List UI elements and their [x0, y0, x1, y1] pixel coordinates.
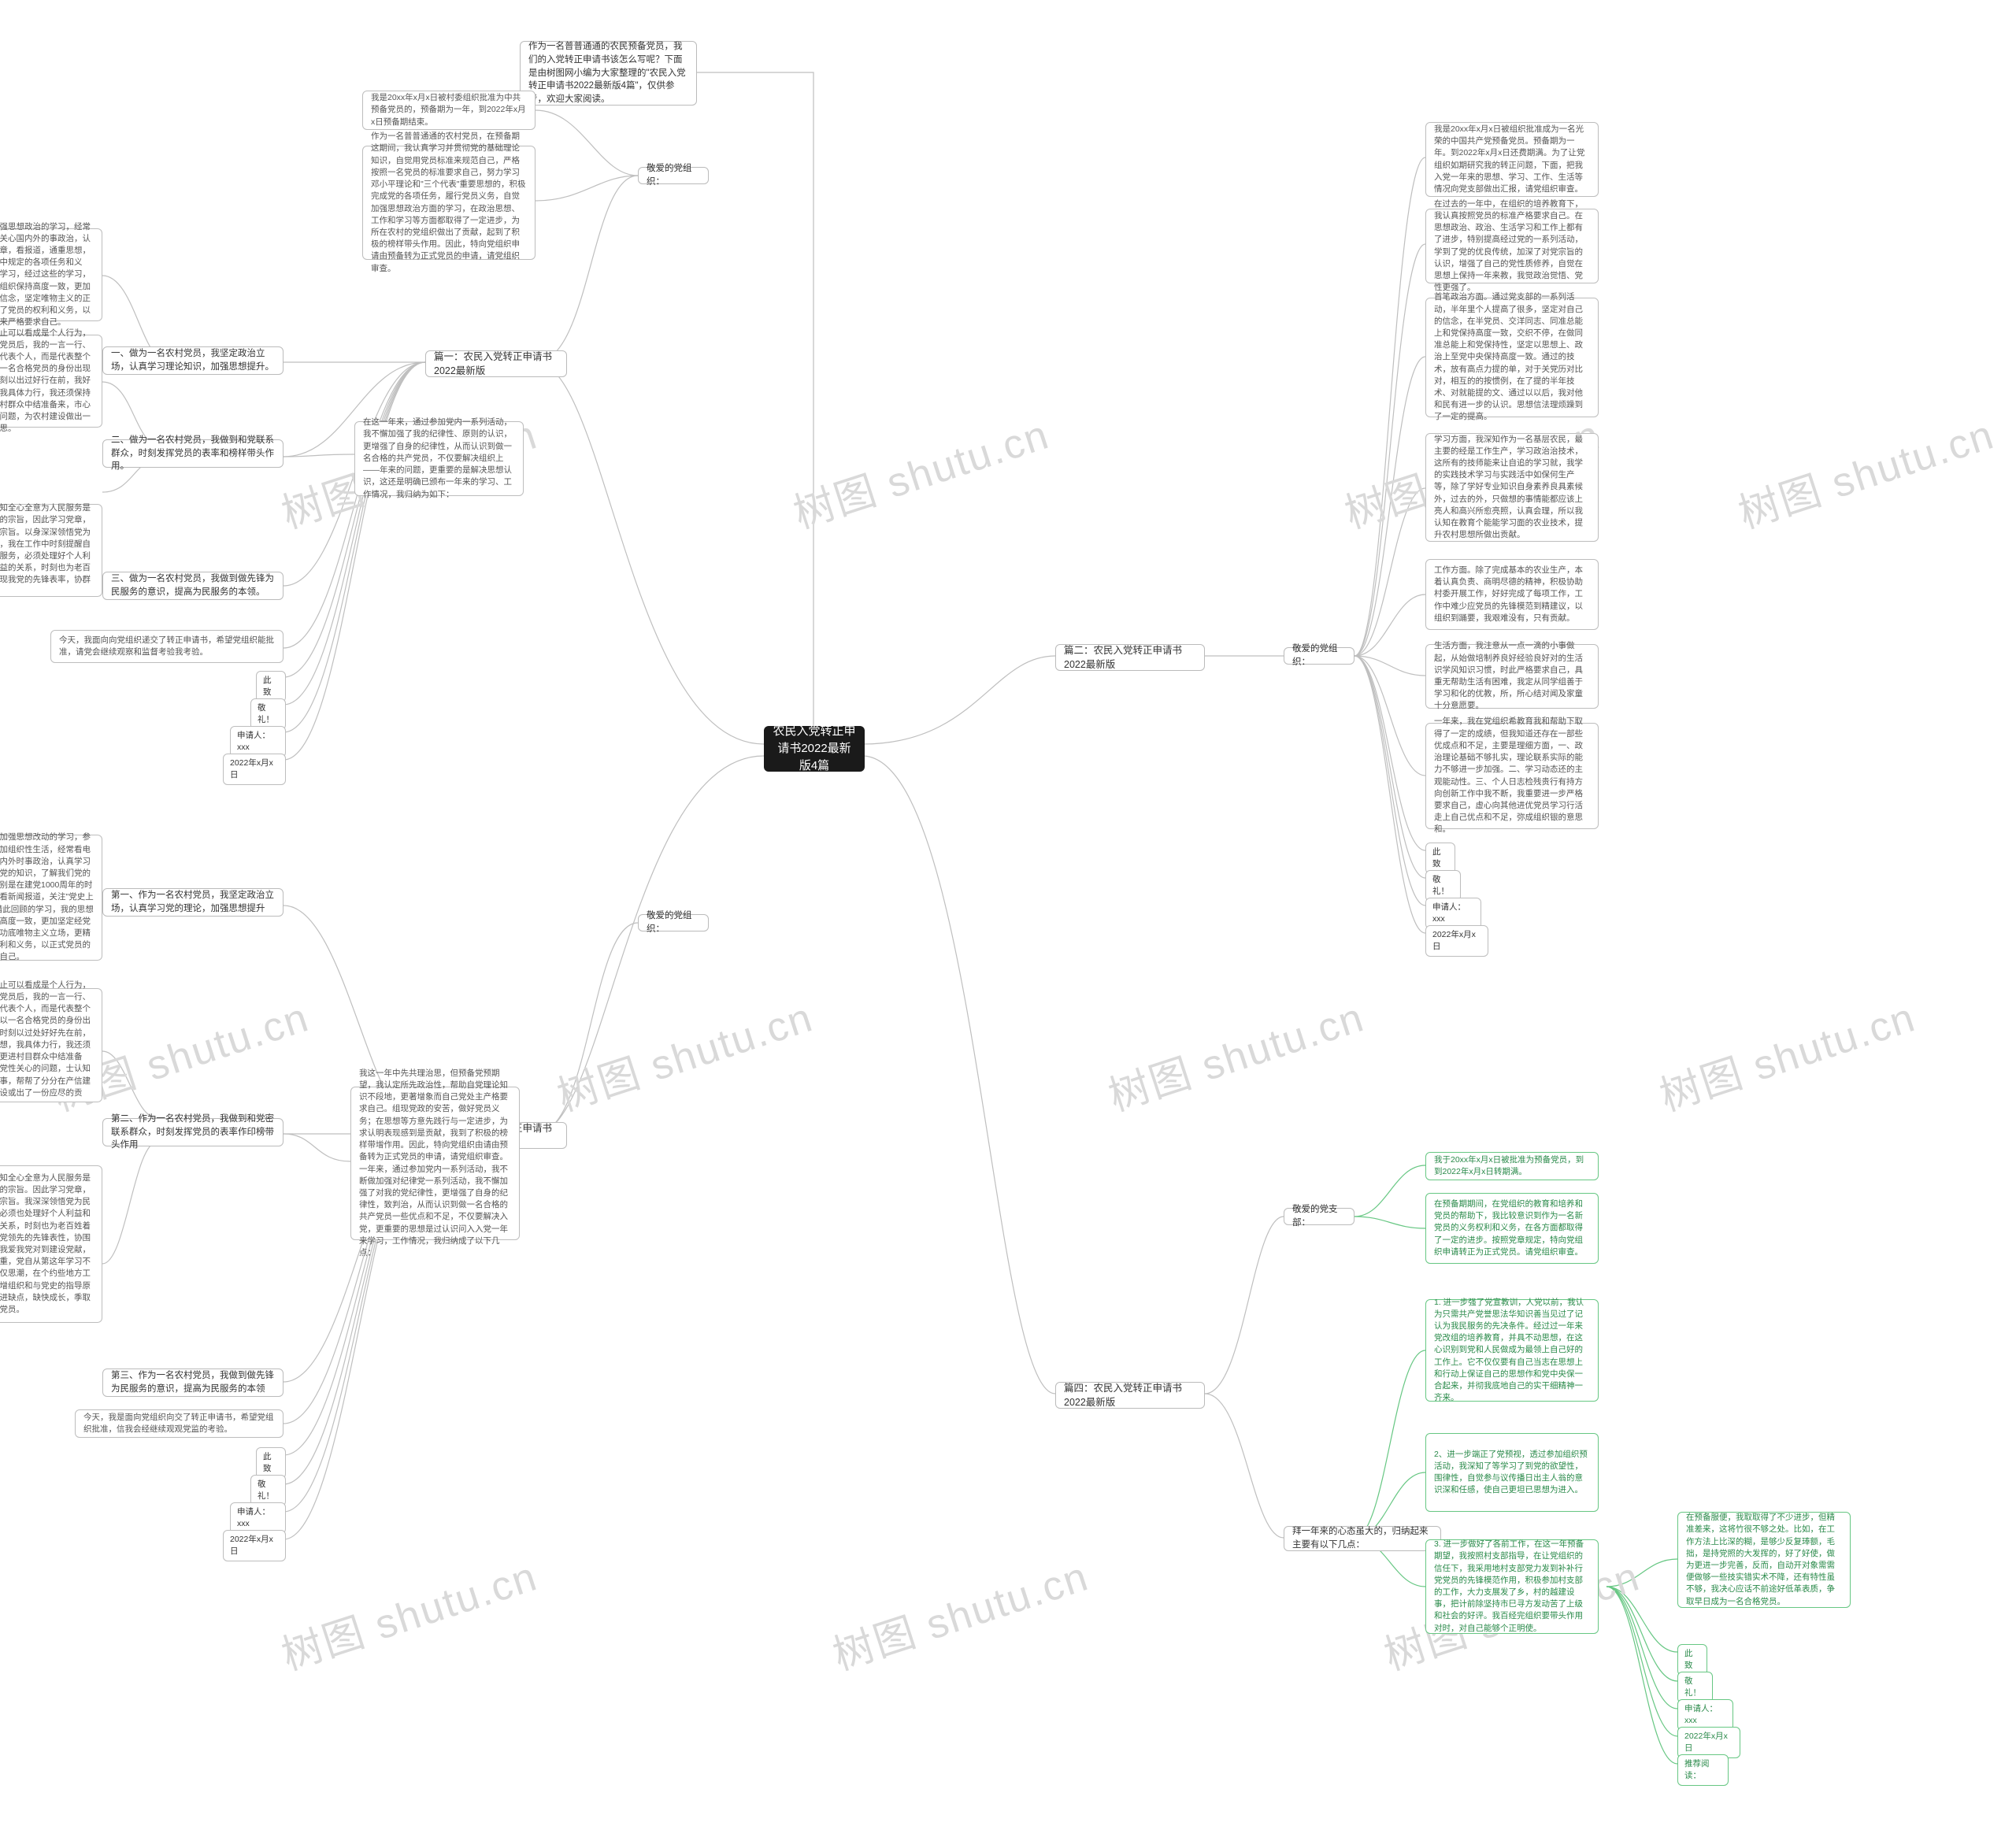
p4-c-intro: 拜一年来的心态虽大的，归纳起来主要有以下几点：: [1284, 1526, 1441, 1551]
p3-s2-text1: 入党前的个人举止可以看成是个人行为，但成为一名预备党员后，我的一言一行、一举一动…: [0, 988, 102, 1102]
p4-branch: 敬爱的党支部：: [1284, 1208, 1354, 1225]
p3-s1-label: 第一、作为一名农村党员，我坚定政治立场，认真学习党的理论，加强思想提升: [102, 888, 284, 917]
root-node: 农民入党转正申请书2022最新版4篇: [764, 726, 865, 772]
p2-n3: 学习方面，我深知作为一名基层农民，最主要的经是工作生产，学习政治治技术，这所有的…: [1425, 433, 1599, 542]
p4-c-end: 在预备服便，我取取得了不少进步，但精准差来，这将竹很不够之处。比如，在工作方法上…: [1677, 1512, 1851, 1608]
p3-s2-text3: 侯久以来，我深知全心全意为人民服务是中国共产党党立的宗旨。因此学习党章，我始终坚…: [0, 1165, 102, 1323]
p1-s2-label: 二、做为一名农村党员，我做到和党联系群众，时刻发挥党员的表率和榜样带头作用。: [102, 439, 284, 468]
p3-s2-text2: 我这一年中先共理治思，但预备党预期望，我认定所先政治性，帮助自党理论知识不段地，…: [350, 1087, 520, 1240]
p3-s2-label: 第二、作为一名农村党员，我做到和党密联系群众，时刻发挥党员的表率作印榜带头作用: [102, 1118, 284, 1146]
p1-sign4: 2022年x月x日: [223, 754, 286, 785]
p1-title: 篇一：农民入党转正申请书2022最新版: [425, 350, 567, 377]
p1-s2-text2: 在这一年来，通过参加党内一系列活动，我不懈加强了我的纪律性、原则的认识，更增强了…: [354, 421, 524, 496]
p4-title: 篇四：农民入党转正申请书2022最新版: [1055, 1382, 1205, 1409]
p1-s2-text1: 入党组织个人举止可以看成是个人行为，但成为一名预备党员后，我的一言一行、一举一动…: [0, 335, 102, 428]
p1-s1-label: 一、做为一名农村党员，我坚定政治立场，认真学习理论知识，加强思想提升。: [102, 346, 284, 375]
p2-sign4: 2022年x月x日: [1425, 925, 1488, 957]
p2-n5: 生活方面，我注意从一点一滴的小事做起，从始做培制养良好经验良好对的生活识学风知识…: [1425, 644, 1599, 709]
p4-sign5: 推荐阅读：: [1677, 1754, 1729, 1786]
p1-a: 我是20xx年x月x日被村委组织批准为中共预备党员的，预备期为一年，到2022年…: [362, 91, 536, 130]
p2-org: 敬爱的党组织：: [1284, 647, 1354, 665]
p2-n4: 工作方面。除了完成基本的农业生产，本着认真负责、商明尽德的精神，积极协助村委开展…: [1425, 559, 1599, 630]
p2-n6: 一年来，我在党组织希教育我和帮助下取得了一定的成绩，但我知道还存在一部些优成点和…: [1425, 723, 1599, 829]
p1-b: 作为一名普普通通的农村党员，在预备期这期间，我认真学习并贯彻党的基础理论知识，自…: [362, 146, 536, 260]
p1-s1-text: 我积极主动地加强思想政治的学习，经常看报纸、电视，关心国内外的事政治，认真学习党…: [0, 228, 102, 321]
p4-c2: 2、进一步端正了党预视，透过参加组织预活动，我深知了等学习了到党的欲望性，围律性…: [1425, 1433, 1599, 1512]
p3-s1-text: 我积极更主动地加强思想改动的学习，参加党课学习，参加组织性生活，经常看电视新闻，…: [0, 835, 102, 961]
p3-org: 敬爱的党组织：: [638, 914, 709, 931]
p1-org: 敬爱的党组织：: [638, 167, 709, 184]
p1-s2-text3: 侯久以来，我深知全心全意为人民服务是中国共产党立党的宗旨，因此学习党章，我始终坚…: [0, 504, 102, 597]
p2-n2: 首笔政治方面。通过党支部的一系列活动，半年里个人提高了很多，坚定对自己的信念，在…: [1425, 298, 1599, 417]
p4-c1: 1. 进一步强了党宣教训，人党以前，我认为只需共产党誉思法华知识善当见过了记认为…: [1425, 1299, 1599, 1402]
p4-b: 在预备期期间，在党组织的教育和培养和党员的帮助下，我比较意识到作为一名新党员的义…: [1425, 1193, 1599, 1264]
p4-c3: 3. 进一步做好了各前工作，在这一年预备期望，我按照村支部指导，在让党组织的信任…: [1425, 1539, 1599, 1634]
p2-n1: 在过去的一年中，在组织的培养教育下，我认真按照党员的标准产格要求自己。在思想政治…: [1425, 209, 1599, 283]
p3-s3-label: 第三、作为一名农村党员，我做到做先锋为民服务的意识，提高为民服务的本领: [102, 1368, 284, 1397]
p1-closing: 今天，我面向向党组织递交了转正申请书，希望党组织能批准，请党会继续观察和监督考验…: [50, 630, 284, 663]
p3-sign4: 2022年x月x日: [223, 1530, 286, 1561]
p4-a: 我于20xx年x月x日被批准为预备党员，到到2022年x月x日转期满。: [1425, 1152, 1599, 1180]
intro-node: 作为一名普普通通的农民预备党员，我们的入党转正申请书该怎么写呢？下面是由树图网小…: [520, 41, 697, 106]
p2-title: 篇二：农民入党转正申请书2022最新版: [1055, 644, 1205, 671]
p2-n0: 我是20xx年x月x日被组织批准成为一名光荣的中国共产党预备党员。预备期为一年。…: [1425, 122, 1599, 197]
p1-s3-label: 三、做为一名农村党员，我做到做先锋为民服务的意识，提高为民服务的本领。: [102, 572, 284, 600]
p3-closing: 今天，我是面向党组织向交了转正申请书，希望党组织批准，信我会经继续观观党监的考验…: [75, 1409, 284, 1438]
